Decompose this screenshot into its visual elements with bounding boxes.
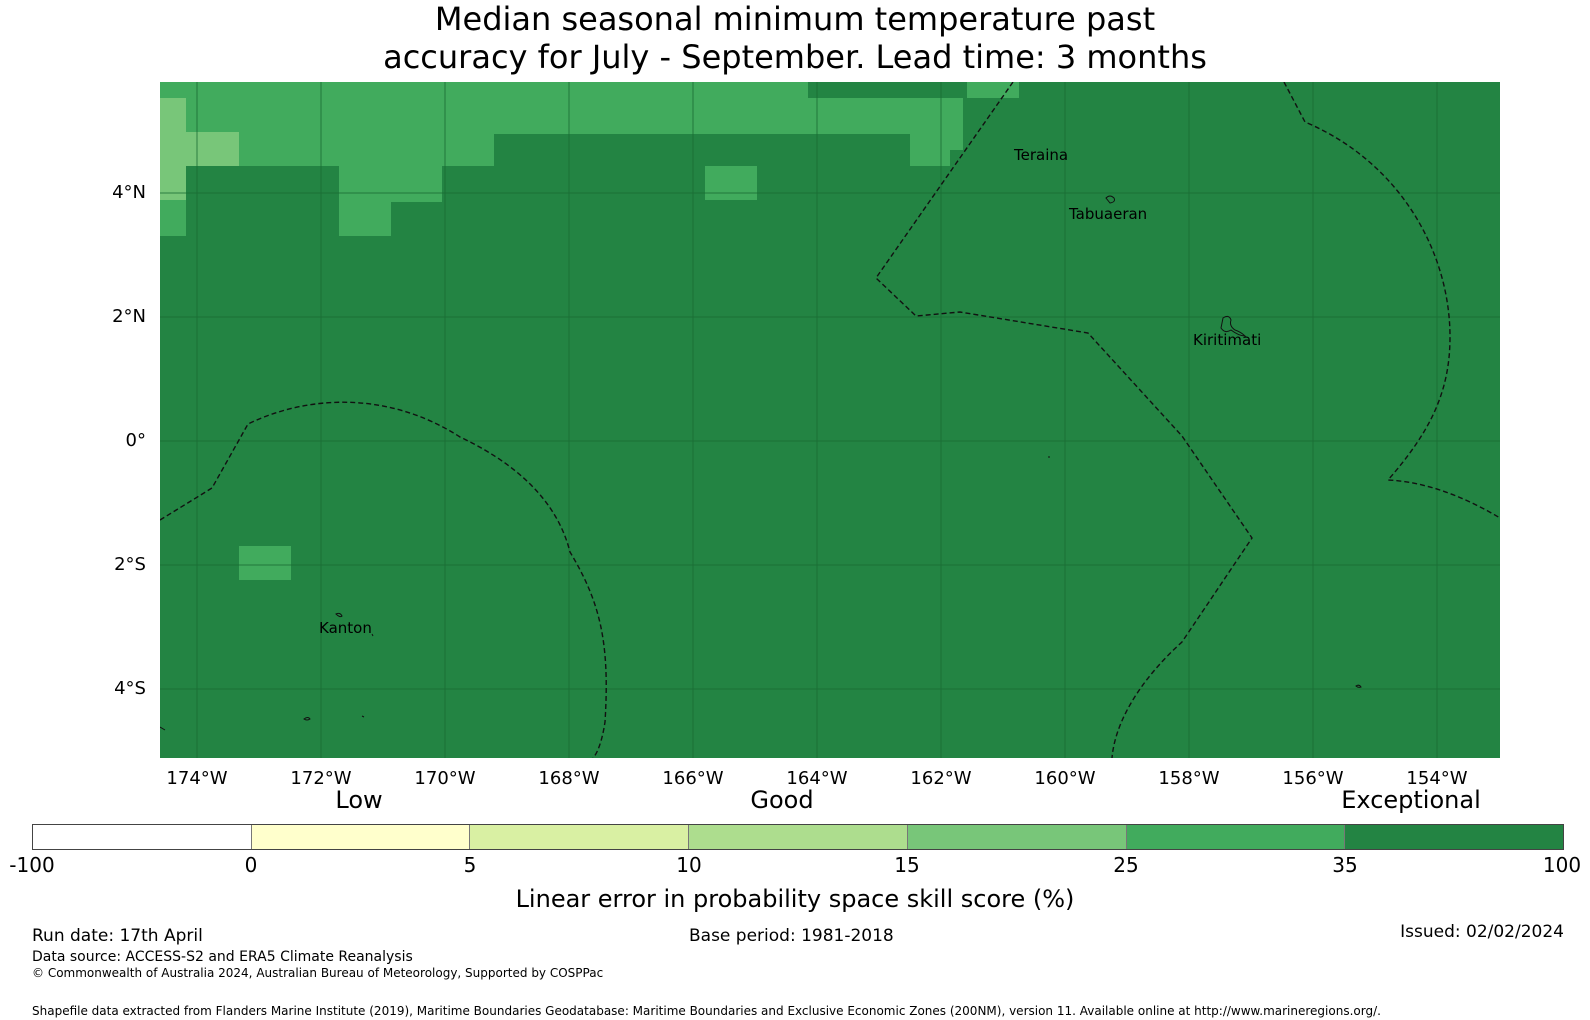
lon-label-160w: 160°W xyxy=(1034,768,1096,789)
lat-label-2n: 2°N xyxy=(112,306,146,327)
run-date: Run date: 17th April xyxy=(32,926,203,946)
colorbar-seg-35-100 xyxy=(1345,825,1564,849)
colorbar-tick-neg100: -100 xyxy=(9,853,55,877)
data-source: Data source: ACCESS-S2 and ERA5 Climate … xyxy=(32,949,413,965)
colorbar xyxy=(32,824,1564,850)
colorbar-seg-15-25 xyxy=(907,825,1127,849)
map-title: Median seasonal minimum temperature past… xyxy=(0,0,1590,76)
colorbar-seg-0-5 xyxy=(251,825,471,849)
title-line-1: Median seasonal minimum temperature past xyxy=(434,0,1156,38)
lon-label-164w: 164°W xyxy=(786,768,848,789)
lon-label-174w: 174°W xyxy=(166,768,228,789)
lat-label-4s: 4°S xyxy=(114,678,146,699)
lon-label-172w: 172°W xyxy=(290,768,352,789)
place-teraina: Teraina xyxy=(1014,146,1069,164)
lat-label-0: 0° xyxy=(125,430,146,451)
skill-cells-light xyxy=(160,98,239,200)
map-gridlines xyxy=(160,82,1500,758)
map-canvas xyxy=(160,82,1500,758)
colorbar-seg-10-15 xyxy=(689,825,908,849)
colorbar-tick-0: 0 xyxy=(244,853,258,877)
lon-label-168w: 168°W xyxy=(538,768,600,789)
place-tabuaeran: Tabuaeran xyxy=(1069,205,1148,223)
category-good: Good xyxy=(750,786,814,814)
colorbar-seg-neg100-0 xyxy=(33,825,252,849)
colorbar-tick-35: 35 xyxy=(1332,853,1358,877)
copyright: © Commonwealth of Australia 2024, Austra… xyxy=(32,966,604,980)
lon-label-156w: 156°W xyxy=(1282,768,1344,789)
shapefile-credit: Shapefile data extracted from Flanders M… xyxy=(32,1004,1381,1018)
base-period: Base period: 1981-2018 xyxy=(689,926,894,946)
lon-label-162w: 162°W xyxy=(910,768,972,789)
skill-map xyxy=(160,82,1500,758)
place-kiritimati: Kiritimati xyxy=(1193,331,1262,349)
title-line-2: accuracy for July - September. Lead time… xyxy=(383,38,1207,76)
colorbar-seg-5-10 xyxy=(470,825,690,849)
category-low: Low xyxy=(335,786,383,814)
colorbar-tick-15: 15 xyxy=(894,853,920,877)
lat-label-2s: 2°S xyxy=(114,554,146,575)
colorbar-tick-25: 25 xyxy=(1113,853,1139,877)
colorbar-tick-10: 10 xyxy=(676,853,702,877)
lon-label-166w: 166°W xyxy=(662,768,724,789)
colorbar-tick-100: 100 xyxy=(1542,853,1582,877)
kanton-island xyxy=(335,612,343,618)
skill-cells-medium xyxy=(160,82,1019,580)
tabuaeran-island xyxy=(1105,195,1115,204)
lon-label-170w: 170°W xyxy=(414,768,476,789)
lon-label-154w: 154°W xyxy=(1406,768,1468,789)
islands xyxy=(160,195,1362,731)
colorbar-seg-25-35 xyxy=(1126,825,1346,849)
issued-date: Issued: 02/02/2024 xyxy=(1400,922,1564,942)
eez-boundaries xyxy=(160,82,1500,758)
colorbar-label: Linear error in probability space skill … xyxy=(515,885,1075,913)
kiritimati-island xyxy=(1220,315,1247,337)
lat-label-4n: 4°N xyxy=(112,182,146,203)
colorbar-tick-5: 5 xyxy=(463,853,477,877)
lon-label-158w: 158°W xyxy=(1158,768,1220,789)
category-exceptional: Exceptional xyxy=(1341,786,1481,814)
place-kanton: Kanton xyxy=(319,619,372,637)
